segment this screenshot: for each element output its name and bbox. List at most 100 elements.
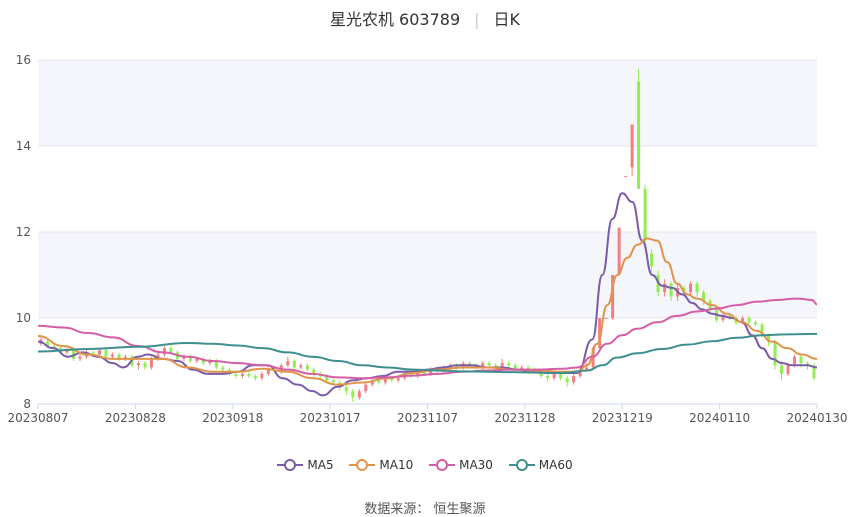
candle-body xyxy=(663,283,667,293)
ma10-line xyxy=(37,237,818,386)
candle-body xyxy=(500,363,504,368)
candle-body xyxy=(208,361,212,364)
legend-label-ma30: MA30 xyxy=(459,458,493,472)
candle-body xyxy=(214,361,218,368)
candle-body xyxy=(253,376,257,379)
x-tick-label: 20240110 xyxy=(689,411,750,425)
candle-body xyxy=(325,376,329,381)
candle-body xyxy=(806,363,810,366)
candle-body xyxy=(117,354,121,359)
ma5-line xyxy=(37,192,818,397)
legend-item-ma5[interactable]: MA5 xyxy=(277,458,334,472)
candle-body xyxy=(370,380,374,385)
legend-label-ma60: MA60 xyxy=(538,458,573,472)
candle-body xyxy=(546,376,550,379)
ma30-line xyxy=(37,297,818,380)
candle-body xyxy=(110,354,114,357)
candle-body xyxy=(143,363,147,368)
legend-item-ma60[interactable]: MA60 xyxy=(508,458,573,472)
candle-body xyxy=(793,356,797,366)
candle-body xyxy=(767,335,771,342)
candle-body xyxy=(312,369,316,374)
candle-body xyxy=(702,292,706,301)
legend-marker-ma10 xyxy=(349,459,376,471)
period-label: 日K xyxy=(493,10,521,29)
plot-band xyxy=(38,60,817,146)
candle-body xyxy=(786,365,790,374)
candle-body xyxy=(747,318,751,323)
candle-body xyxy=(630,124,634,168)
candle-body xyxy=(65,350,69,353)
candle-body xyxy=(331,380,335,383)
candle-body xyxy=(559,373,563,379)
stock-name: 星光农机 603789 xyxy=(329,10,461,29)
candle-body xyxy=(643,189,647,241)
candle-body xyxy=(578,369,582,377)
legend: MA5 MA10 MA30 MA60 xyxy=(0,458,850,474)
candle-body xyxy=(604,318,608,319)
candle-body xyxy=(552,373,556,379)
candle-body xyxy=(773,341,777,366)
candle-body xyxy=(182,356,186,359)
candle-body xyxy=(598,318,602,349)
x-tick-label: 20231017 xyxy=(300,411,361,425)
legend-label-ma5: MA5 xyxy=(307,458,334,472)
candle-body xyxy=(721,315,725,321)
candle-body xyxy=(52,345,56,349)
candle-body xyxy=(351,391,355,398)
x-tick-label: 20231128 xyxy=(494,411,555,425)
candle-body xyxy=(260,373,264,379)
candle-body xyxy=(221,367,225,370)
candle-body xyxy=(481,363,485,368)
candle-body xyxy=(364,384,368,392)
candle-body xyxy=(305,365,309,370)
candle-body xyxy=(123,356,127,359)
candle-body xyxy=(507,363,511,366)
candle-body xyxy=(513,365,517,370)
candle-body xyxy=(695,283,699,293)
candle-body xyxy=(156,354,160,359)
candle-body xyxy=(91,352,95,355)
candle-body xyxy=(149,358,153,368)
candle-body xyxy=(539,371,543,377)
candle-body xyxy=(799,356,803,364)
candle-body xyxy=(45,341,49,346)
candle-body xyxy=(396,378,400,381)
candle-body xyxy=(526,367,530,370)
chart-title: 星光农机 603789 | 日K xyxy=(0,6,850,30)
y-tick-label: 12 xyxy=(16,225,31,239)
legend-item-ma10[interactable]: MA10 xyxy=(349,458,413,472)
candle-body xyxy=(377,380,381,383)
legend-marker-ma5 xyxy=(277,459,304,471)
candle-body xyxy=(650,253,654,267)
candle-body xyxy=(487,363,491,366)
candle-body xyxy=(591,348,595,368)
candle-body xyxy=(754,322,758,325)
candle-body xyxy=(383,378,387,383)
candle-body xyxy=(565,378,569,383)
y-tick-label: 8 xyxy=(23,397,31,411)
data-source: 数据来源： 恒生聚源 xyxy=(364,502,486,517)
candle-body xyxy=(266,369,270,374)
candle-body xyxy=(617,227,621,275)
ma60-line xyxy=(37,332,818,375)
candle-body xyxy=(136,363,140,366)
legend-label-ma10: MA10 xyxy=(379,458,414,472)
legend-item-ma30[interactable]: MA30 xyxy=(429,458,493,472)
candle-body xyxy=(812,365,816,379)
candle-body xyxy=(669,283,673,297)
candle-body xyxy=(741,318,745,323)
candle-body xyxy=(286,361,290,366)
candle-body xyxy=(169,348,173,353)
y-tick-label: 10 xyxy=(16,311,31,325)
candle-body xyxy=(585,367,589,370)
candle-body xyxy=(494,365,498,368)
candle-body xyxy=(429,369,433,374)
candle-body xyxy=(247,373,251,377)
candle-body xyxy=(162,348,166,355)
candle-body xyxy=(104,350,108,357)
candle-body xyxy=(689,283,693,293)
candle-body xyxy=(201,358,205,364)
candle-body xyxy=(195,358,199,361)
